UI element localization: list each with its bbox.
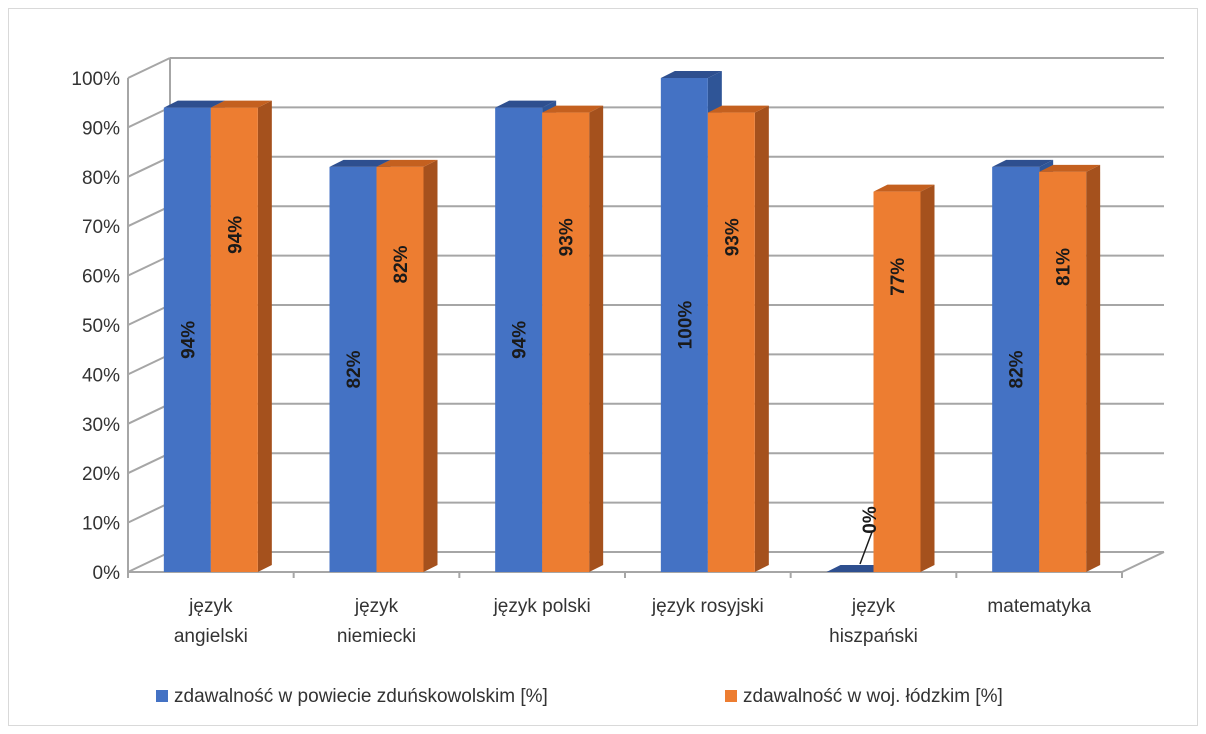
bar-side: [920, 184, 935, 572]
data-label: 82%: [1007, 350, 1028, 388]
data-label: 94%: [178, 321, 199, 359]
y-tick-label: 50%: [82, 316, 120, 337]
bar: [707, 112, 755, 572]
x-tick-label: niemiecki: [337, 626, 416, 647]
bar-top: [163, 100, 225, 108]
y-tick-label: 90%: [82, 118, 120, 139]
bar: [329, 166, 377, 573]
data-label: 93%: [722, 218, 743, 256]
bar-side: [423, 159, 438, 573]
data-label: 82%: [391, 245, 412, 283]
gridline-side: [127, 353, 171, 376]
gridline-side: [127, 551, 171, 573]
bar-top: [992, 159, 1054, 167]
data-label: 77%: [888, 258, 909, 296]
gridline-side: [127, 155, 171, 178]
x-tick-label: język: [354, 596, 399, 617]
x-tick-label: matematyka: [987, 596, 1091, 617]
chart-frame: [8, 8, 1198, 726]
bar-top: [329, 159, 391, 167]
y-tick-label: 20%: [82, 464, 120, 485]
legend-label: zdawalność w powiecie zduńskowolskim [%]: [174, 686, 548, 707]
x-tick-label: angielski: [174, 626, 248, 647]
y-tick-label: 0%: [93, 563, 121, 584]
bar: [210, 107, 258, 572]
x-tick-label: język: [851, 596, 896, 617]
bar-top: [873, 184, 935, 192]
y-tick-label: 30%: [82, 415, 120, 436]
bar-top: [210, 100, 272, 108]
y-tick-label: 70%: [82, 217, 120, 238]
data-label: 94%: [510, 321, 531, 359]
bar: [660, 78, 708, 572]
gridline-side: [127, 57, 171, 79]
bar-side: [589, 105, 604, 572]
legend-swatch: [156, 690, 168, 702]
bar-top: [660, 71, 722, 78]
gridline-side: [127, 452, 171, 475]
data-label: 94%: [225, 216, 246, 254]
legend-label: zdawalność w woj. łódzkim [%]: [743, 686, 1003, 707]
x-tick-label: język rosyjski: [651, 596, 764, 617]
data-label: 100%: [675, 301, 696, 350]
y-tick-label: 80%: [82, 168, 120, 189]
x-tick-label: język: [188, 596, 233, 617]
bar-top: [1039, 164, 1101, 172]
floor-edge-right: [1121, 551, 1165, 573]
y-tick-label: 10%: [82, 514, 120, 535]
bar: [376, 166, 424, 573]
bar-top: [376, 159, 438, 167]
data-labels: 94% 94% 82% 82% 94% 93% 100% 93% 0% 77% 82% 81%: [178, 216, 1075, 565]
bar-top: [542, 105, 604, 113]
bar-side: [754, 105, 769, 572]
data-label-leader: [859, 531, 873, 565]
bar: [1039, 171, 1087, 573]
gridline-side: [127, 106, 171, 129]
bars: [163, 71, 1101, 573]
data-label: 93%: [557, 218, 578, 256]
data-label: 82%: [344, 350, 365, 388]
bar-top: [707, 105, 769, 113]
bar-top: [826, 565, 888, 572]
bar: [873, 191, 921, 572]
bar: [992, 166, 1040, 573]
data-label: 0%: [860, 506, 881, 534]
gridline-side: [127, 402, 171, 425]
bar: [495, 107, 543, 572]
data-label: 81%: [1054, 248, 1075, 286]
x-tick-label: hiszpański: [829, 626, 918, 647]
gridline-side: [127, 205, 171, 228]
y-tick-label: 100%: [71, 69, 120, 90]
x-tick-label: język polski: [493, 596, 591, 617]
bar-top: [495, 100, 557, 108]
bar: [542, 112, 590, 572]
bar-side: [1086, 164, 1101, 573]
gridline-side: [127, 501, 171, 524]
bar: [163, 107, 211, 572]
gridline-side: [127, 254, 171, 277]
gridline-side: [127, 304, 171, 326]
legend-swatch: [725, 690, 737, 702]
y-tick-label: 60%: [82, 267, 120, 288]
bar-side: [257, 100, 272, 572]
legend: zdawalność w powiecie zduńskowolskim [%]…: [156, 686, 1003, 707]
axes: 0% 10% 20% 30% 40% 50% 60% 70% 80% 90% 100% język an…: [71, 69, 1165, 647]
y-tick-label: 40%: [82, 365, 120, 386]
